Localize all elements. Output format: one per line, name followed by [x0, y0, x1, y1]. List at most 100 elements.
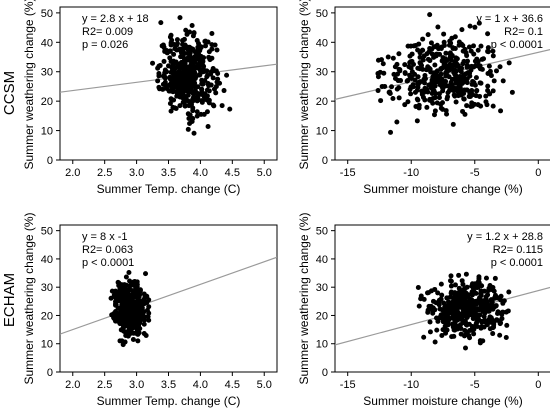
data-point — [388, 129, 394, 135]
data-point — [471, 51, 477, 57]
x-tick-label: -5 — [470, 379, 480, 391]
x-axis-label: Summer moisture change (%) — [363, 182, 522, 196]
x-tick-label: 2.0 — [65, 379, 80, 391]
data-point — [210, 75, 216, 81]
data-point — [490, 48, 496, 54]
data-point — [117, 321, 123, 327]
data-point — [213, 90, 219, 96]
y-tick-label: 40 — [41, 254, 53, 266]
data-point — [429, 91, 435, 97]
data-point — [211, 86, 217, 92]
data-point — [474, 323, 480, 329]
data-point — [444, 111, 450, 117]
data-point — [467, 335, 473, 341]
data-point — [144, 307, 150, 313]
data-point — [483, 275, 489, 281]
data-point — [415, 47, 421, 53]
y-tick-label: 10 — [316, 126, 328, 138]
data-point — [120, 342, 126, 348]
data-point — [174, 76, 180, 82]
data-point — [448, 290, 454, 296]
data-point — [448, 283, 454, 289]
data-point — [425, 307, 431, 313]
data-point — [490, 331, 496, 337]
data-point — [175, 63, 181, 69]
data-point — [450, 315, 456, 321]
data-point — [442, 323, 448, 329]
data-point — [398, 78, 404, 84]
data-point — [416, 79, 422, 85]
data-point — [481, 308, 487, 314]
data-point — [425, 56, 431, 62]
data-point — [136, 316, 142, 322]
data-point — [405, 99, 411, 105]
data-point — [451, 88, 457, 94]
data-point — [415, 97, 421, 103]
data-point — [180, 41, 186, 47]
data-point — [476, 20, 482, 26]
data-point — [121, 282, 127, 288]
data-point — [483, 93, 489, 99]
data-point — [430, 85, 436, 91]
data-point — [490, 53, 496, 59]
data-point — [123, 274, 129, 280]
x-tick-label: 0 — [535, 379, 541, 391]
data-point — [506, 289, 512, 295]
data-point — [155, 78, 161, 84]
data-point — [487, 91, 493, 97]
data-point — [450, 121, 456, 127]
data-point — [432, 62, 438, 68]
data-point — [454, 56, 460, 62]
x-tick-label: -5 — [470, 167, 480, 179]
data-point — [174, 42, 180, 48]
data-point — [114, 316, 120, 322]
data-point — [497, 64, 503, 70]
plot-frame — [334, 224, 550, 373]
y-tick-label: 10 — [41, 126, 53, 138]
data-point — [444, 67, 450, 73]
data-point — [137, 292, 143, 298]
data-point — [421, 80, 427, 86]
data-point — [426, 65, 432, 71]
data-point — [431, 44, 437, 50]
data-point — [177, 15, 183, 21]
data-point — [379, 83, 385, 89]
data-point — [387, 89, 393, 95]
data-point — [462, 46, 468, 52]
data-point — [442, 304, 448, 310]
data-point — [465, 58, 471, 64]
data-point — [194, 95, 200, 101]
stats-annotation: p < 0.0001 — [491, 257, 543, 269]
data-point — [209, 42, 215, 48]
data-point — [427, 319, 433, 325]
y-tick-label: 0 — [322, 367, 328, 379]
data-point — [473, 284, 479, 290]
data-point — [380, 61, 386, 67]
y-axis-label: Summer weathering change (%) — [22, 212, 36, 384]
data-point — [411, 61, 417, 67]
data-point — [416, 303, 422, 309]
data-point — [472, 58, 478, 64]
data-point — [427, 12, 433, 18]
data-point — [461, 91, 467, 97]
data-point — [452, 45, 458, 51]
data-point — [443, 73, 449, 79]
data-point — [183, 81, 189, 87]
y-tick-label: 40 — [316, 37, 328, 49]
data-point — [451, 333, 457, 339]
data-point — [214, 47, 220, 53]
data-point — [186, 75, 192, 81]
data-point — [157, 63, 163, 69]
data-point — [473, 75, 479, 81]
data-point — [446, 88, 452, 94]
data-point — [108, 295, 114, 301]
y-tick-label: 20 — [316, 96, 328, 108]
data-point — [430, 305, 436, 311]
data-point — [474, 312, 480, 318]
data-point — [493, 294, 499, 300]
stats-annotation: y = 1 x + 36.6 — [476, 13, 543, 25]
data-point — [137, 288, 143, 294]
data-point — [473, 301, 479, 307]
data-point — [178, 54, 184, 60]
row-label-echam: ECHAM — [1, 273, 18, 327]
